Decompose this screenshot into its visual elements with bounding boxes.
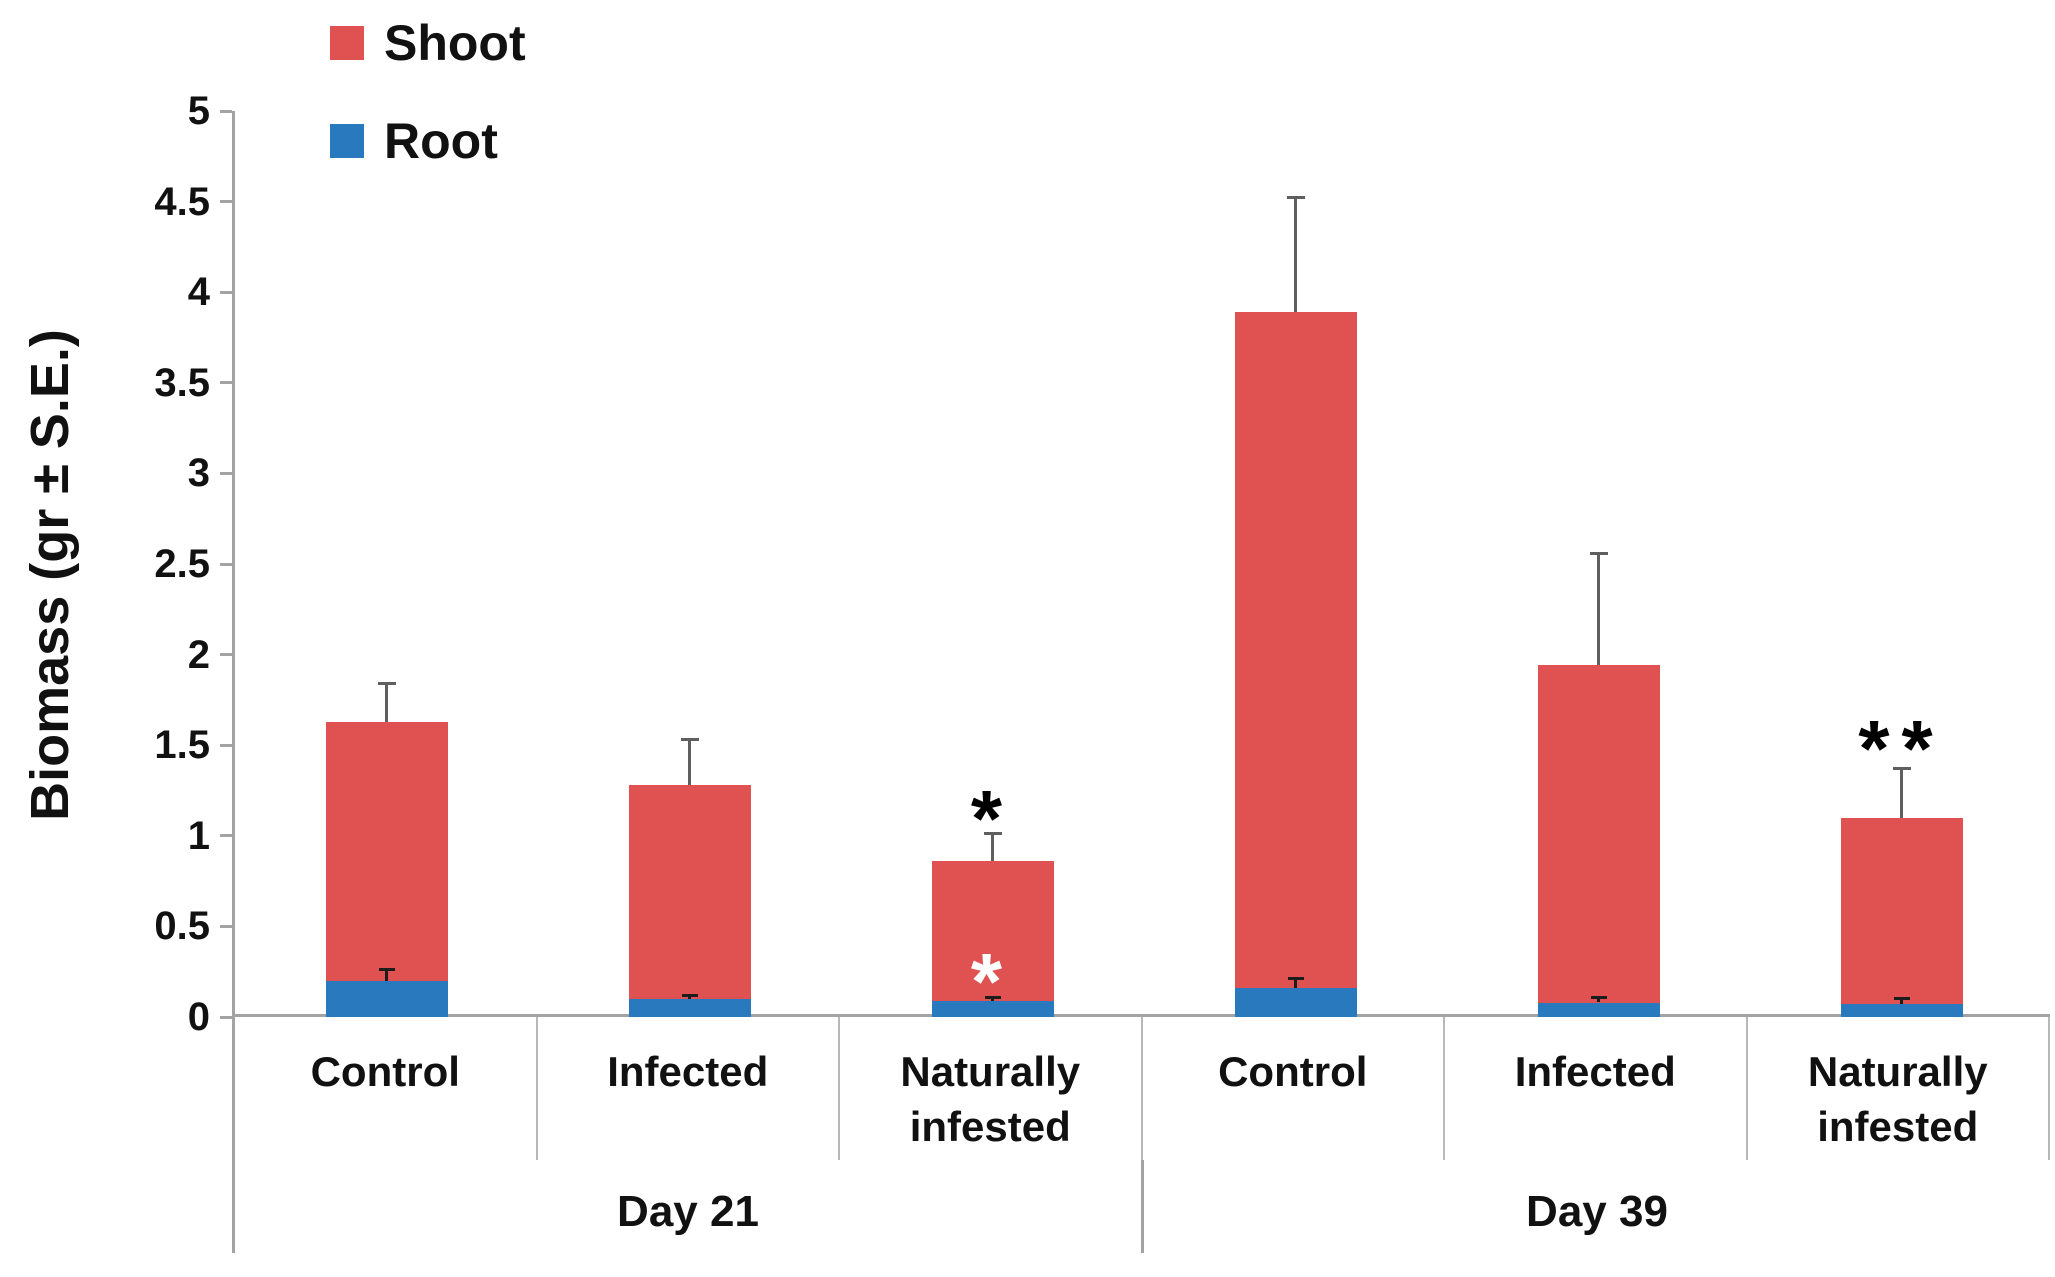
y-tick-mark bbox=[220, 743, 232, 747]
category-label: Infected bbox=[538, 1017, 840, 1160]
root-bar-segment bbox=[1840, 1004, 1963, 1017]
group-axis-row: Day 21 Day 39 bbox=[232, 1160, 2050, 1253]
y-tick-mark bbox=[220, 381, 232, 385]
shoot-bar-segment bbox=[325, 721, 448, 981]
y-tick-label: 3 bbox=[187, 451, 210, 496]
y-tick-mark bbox=[220, 109, 232, 113]
shoot-color-swatch bbox=[330, 26, 364, 60]
shoot-bar-segment bbox=[1234, 312, 1357, 988]
shoot-bar-segment bbox=[931, 861, 1054, 1001]
category-label: Naturally infested bbox=[1748, 1017, 2050, 1160]
y-tick-label: 4 bbox=[187, 270, 210, 315]
legend: Shoot Root bbox=[330, 18, 526, 214]
legend-label-root: Root bbox=[384, 113, 498, 169]
legend-item-shoot: Shoot bbox=[330, 18, 526, 68]
y-tick-label: 1.5 bbox=[154, 723, 210, 768]
y-tick-mark bbox=[220, 471, 232, 475]
y-tick-label: 2.5 bbox=[154, 542, 210, 586]
legend-label-shoot: Shoot bbox=[384, 15, 526, 71]
y-tick-mark bbox=[220, 834, 232, 838]
category-label: Infected bbox=[1445, 1017, 1748, 1160]
y-tick-mark bbox=[220, 200, 232, 204]
root-bar-segment bbox=[1537, 1002, 1660, 1017]
shoot-bar-segment bbox=[1537, 665, 1660, 1003]
y-tick-label: 3.5 bbox=[154, 360, 210, 405]
significance-asterisk: ** bbox=[1858, 703, 1945, 793]
significance-asterisk: * bbox=[970, 937, 1015, 1027]
y-tick-mark bbox=[220, 1015, 232, 1019]
y-tick-label: 1 bbox=[187, 813, 210, 858]
shoot-bar-segment bbox=[628, 785, 751, 999]
legend-item-root: Root bbox=[330, 116, 526, 166]
root-color-swatch bbox=[330, 124, 364, 158]
y-tick-label: 0.5 bbox=[154, 904, 210, 949]
shoot-bar-segment bbox=[1840, 817, 1963, 1005]
category-label: Control bbox=[235, 1017, 538, 1160]
group-label: Day 21 bbox=[235, 1160, 1144, 1253]
y-tick-label: 0 bbox=[187, 995, 210, 1039]
y-tick-mark bbox=[220, 924, 232, 928]
root-bar-segment bbox=[628, 998, 751, 1017]
y-tick-label: 2 bbox=[187, 632, 210, 677]
y-tick-label: 5 bbox=[187, 89, 210, 133]
category-label: Naturally infested bbox=[840, 1017, 1143, 1160]
group-label: Day 39 bbox=[1526, 1187, 1668, 1236]
y-tick-mark bbox=[220, 653, 232, 657]
category-axis-row: Control Infected Naturally infested Control… bbox=[232, 1017, 2050, 1160]
root-bar-segment bbox=[325, 980, 448, 1017]
root-bar-segment bbox=[931, 1000, 1054, 1017]
y-tick-label: 4.5 bbox=[154, 179, 210, 224]
y-tick-mark bbox=[220, 290, 232, 294]
y-tick-mark bbox=[220, 562, 232, 566]
root-bar-segment bbox=[1234, 988, 1357, 1017]
plot-area: * * ** bbox=[232, 111, 2050, 1022]
significance-asterisk: * bbox=[970, 774, 1015, 864]
category-label: Control bbox=[1143, 1017, 1445, 1160]
